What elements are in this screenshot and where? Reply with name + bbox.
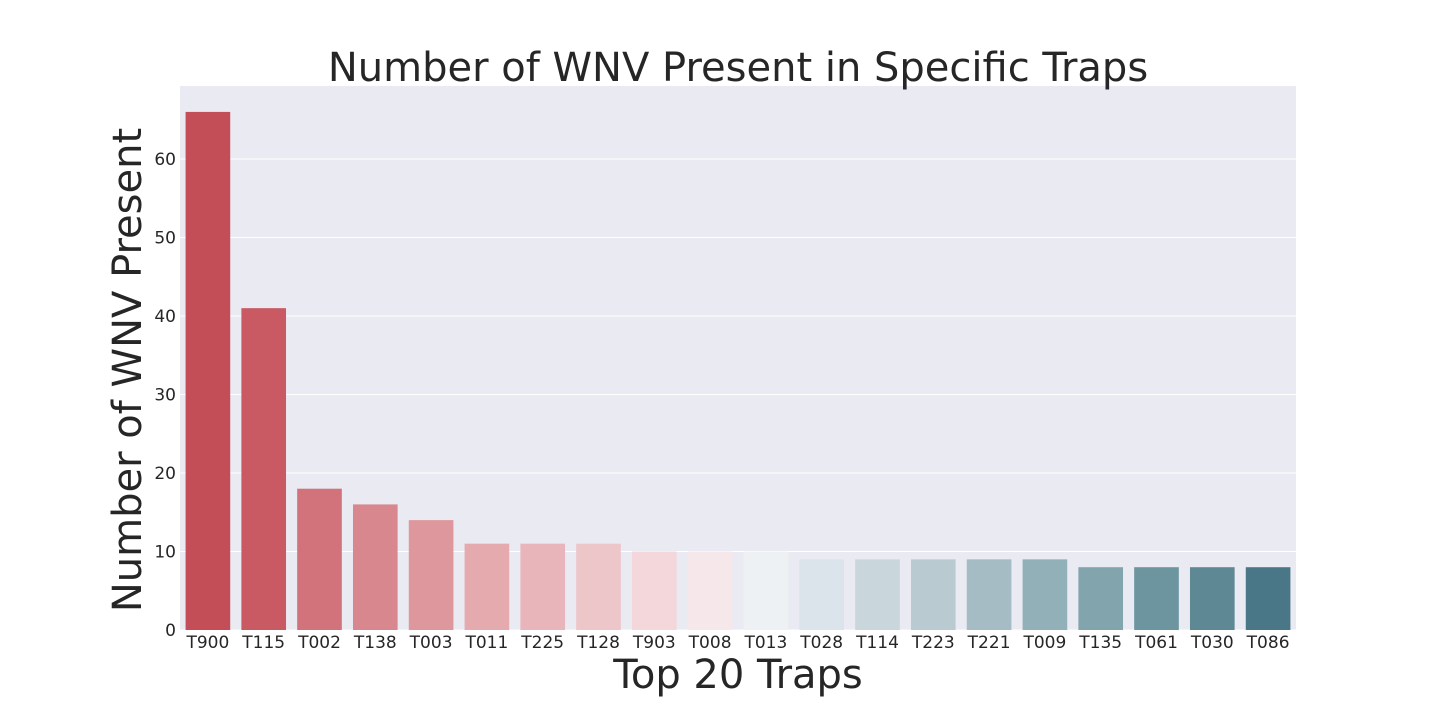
x-tick-label: T008	[688, 633, 732, 653]
x-tick-label: T903	[632, 633, 676, 653]
bar-t221	[966, 559, 1012, 630]
x-tick-label: T900	[185, 633, 229, 653]
y-tick-labels: 0 10 20 30 40 50 60	[154, 150, 176, 641]
x-tick-label: T223	[911, 633, 955, 653]
x-tick-label: T221	[967, 633, 1011, 653]
bar-t223	[910, 559, 956, 630]
x-tick-label: T225	[520, 633, 564, 653]
y-axis-label: Number of WNV Present	[105, 128, 151, 612]
bar-t115	[241, 308, 287, 630]
bar-t114	[855, 559, 900, 630]
bar-t086	[1245, 567, 1291, 630]
bar-t900	[185, 111, 231, 630]
bar-t011	[464, 543, 510, 630]
bar-t061	[1134, 567, 1179, 630]
x-tick-label: T138	[353, 633, 397, 653]
plot-background	[180, 86, 1296, 630]
bars	[185, 111, 1291, 630]
y-tick-label: 50	[154, 229, 176, 249]
x-tick-label: T003	[409, 633, 453, 653]
x-tick-label: T086	[1246, 633, 1290, 653]
x-tick-labels: T900 T115 T002 T138 T003 T011 T225 T128 T903 T008…	[185, 633, 1289, 653]
y-tick-label: 60	[154, 150, 176, 170]
y-tick-label: 0	[165, 621, 176, 641]
y-tick-label: 20	[154, 464, 176, 484]
x-tick-label: T030	[1190, 633, 1234, 653]
y-tick-label: 40	[154, 307, 176, 327]
bar-t002	[297, 488, 342, 630]
bar-t903	[631, 551, 677, 630]
x-tick-label: T114	[855, 633, 899, 653]
x-tick-label: T115	[241, 633, 285, 653]
x-tick-label: T028	[799, 633, 843, 653]
bar-t028	[799, 559, 845, 630]
x-tick-label: T002	[297, 633, 341, 653]
y-tick-label: 30	[154, 386, 176, 406]
y-tick-label: 10	[154, 543, 176, 563]
x-tick-label: T128	[576, 633, 620, 653]
bar-t009	[1022, 559, 1068, 630]
bar-t013	[743, 551, 789, 630]
bar-t030	[1189, 567, 1235, 630]
chart-title: Number of WNV Present in Specific Traps	[328, 45, 1148, 91]
bar-t008	[687, 551, 733, 630]
x-tick-label: T009	[1022, 633, 1066, 653]
bar-t128	[576, 543, 621, 630]
x-tick-label: T011	[464, 633, 508, 653]
bar-t003	[408, 520, 454, 630]
bar-t225	[520, 543, 566, 630]
x-axis-label: Top 20 Traps	[612, 652, 863, 698]
bar-t138	[352, 504, 398, 630]
x-tick-label: T135	[1078, 633, 1122, 653]
x-tick-label: T061	[1134, 633, 1178, 653]
bar-t135	[1078, 567, 1124, 630]
x-tick-label: T013	[743, 633, 787, 653]
